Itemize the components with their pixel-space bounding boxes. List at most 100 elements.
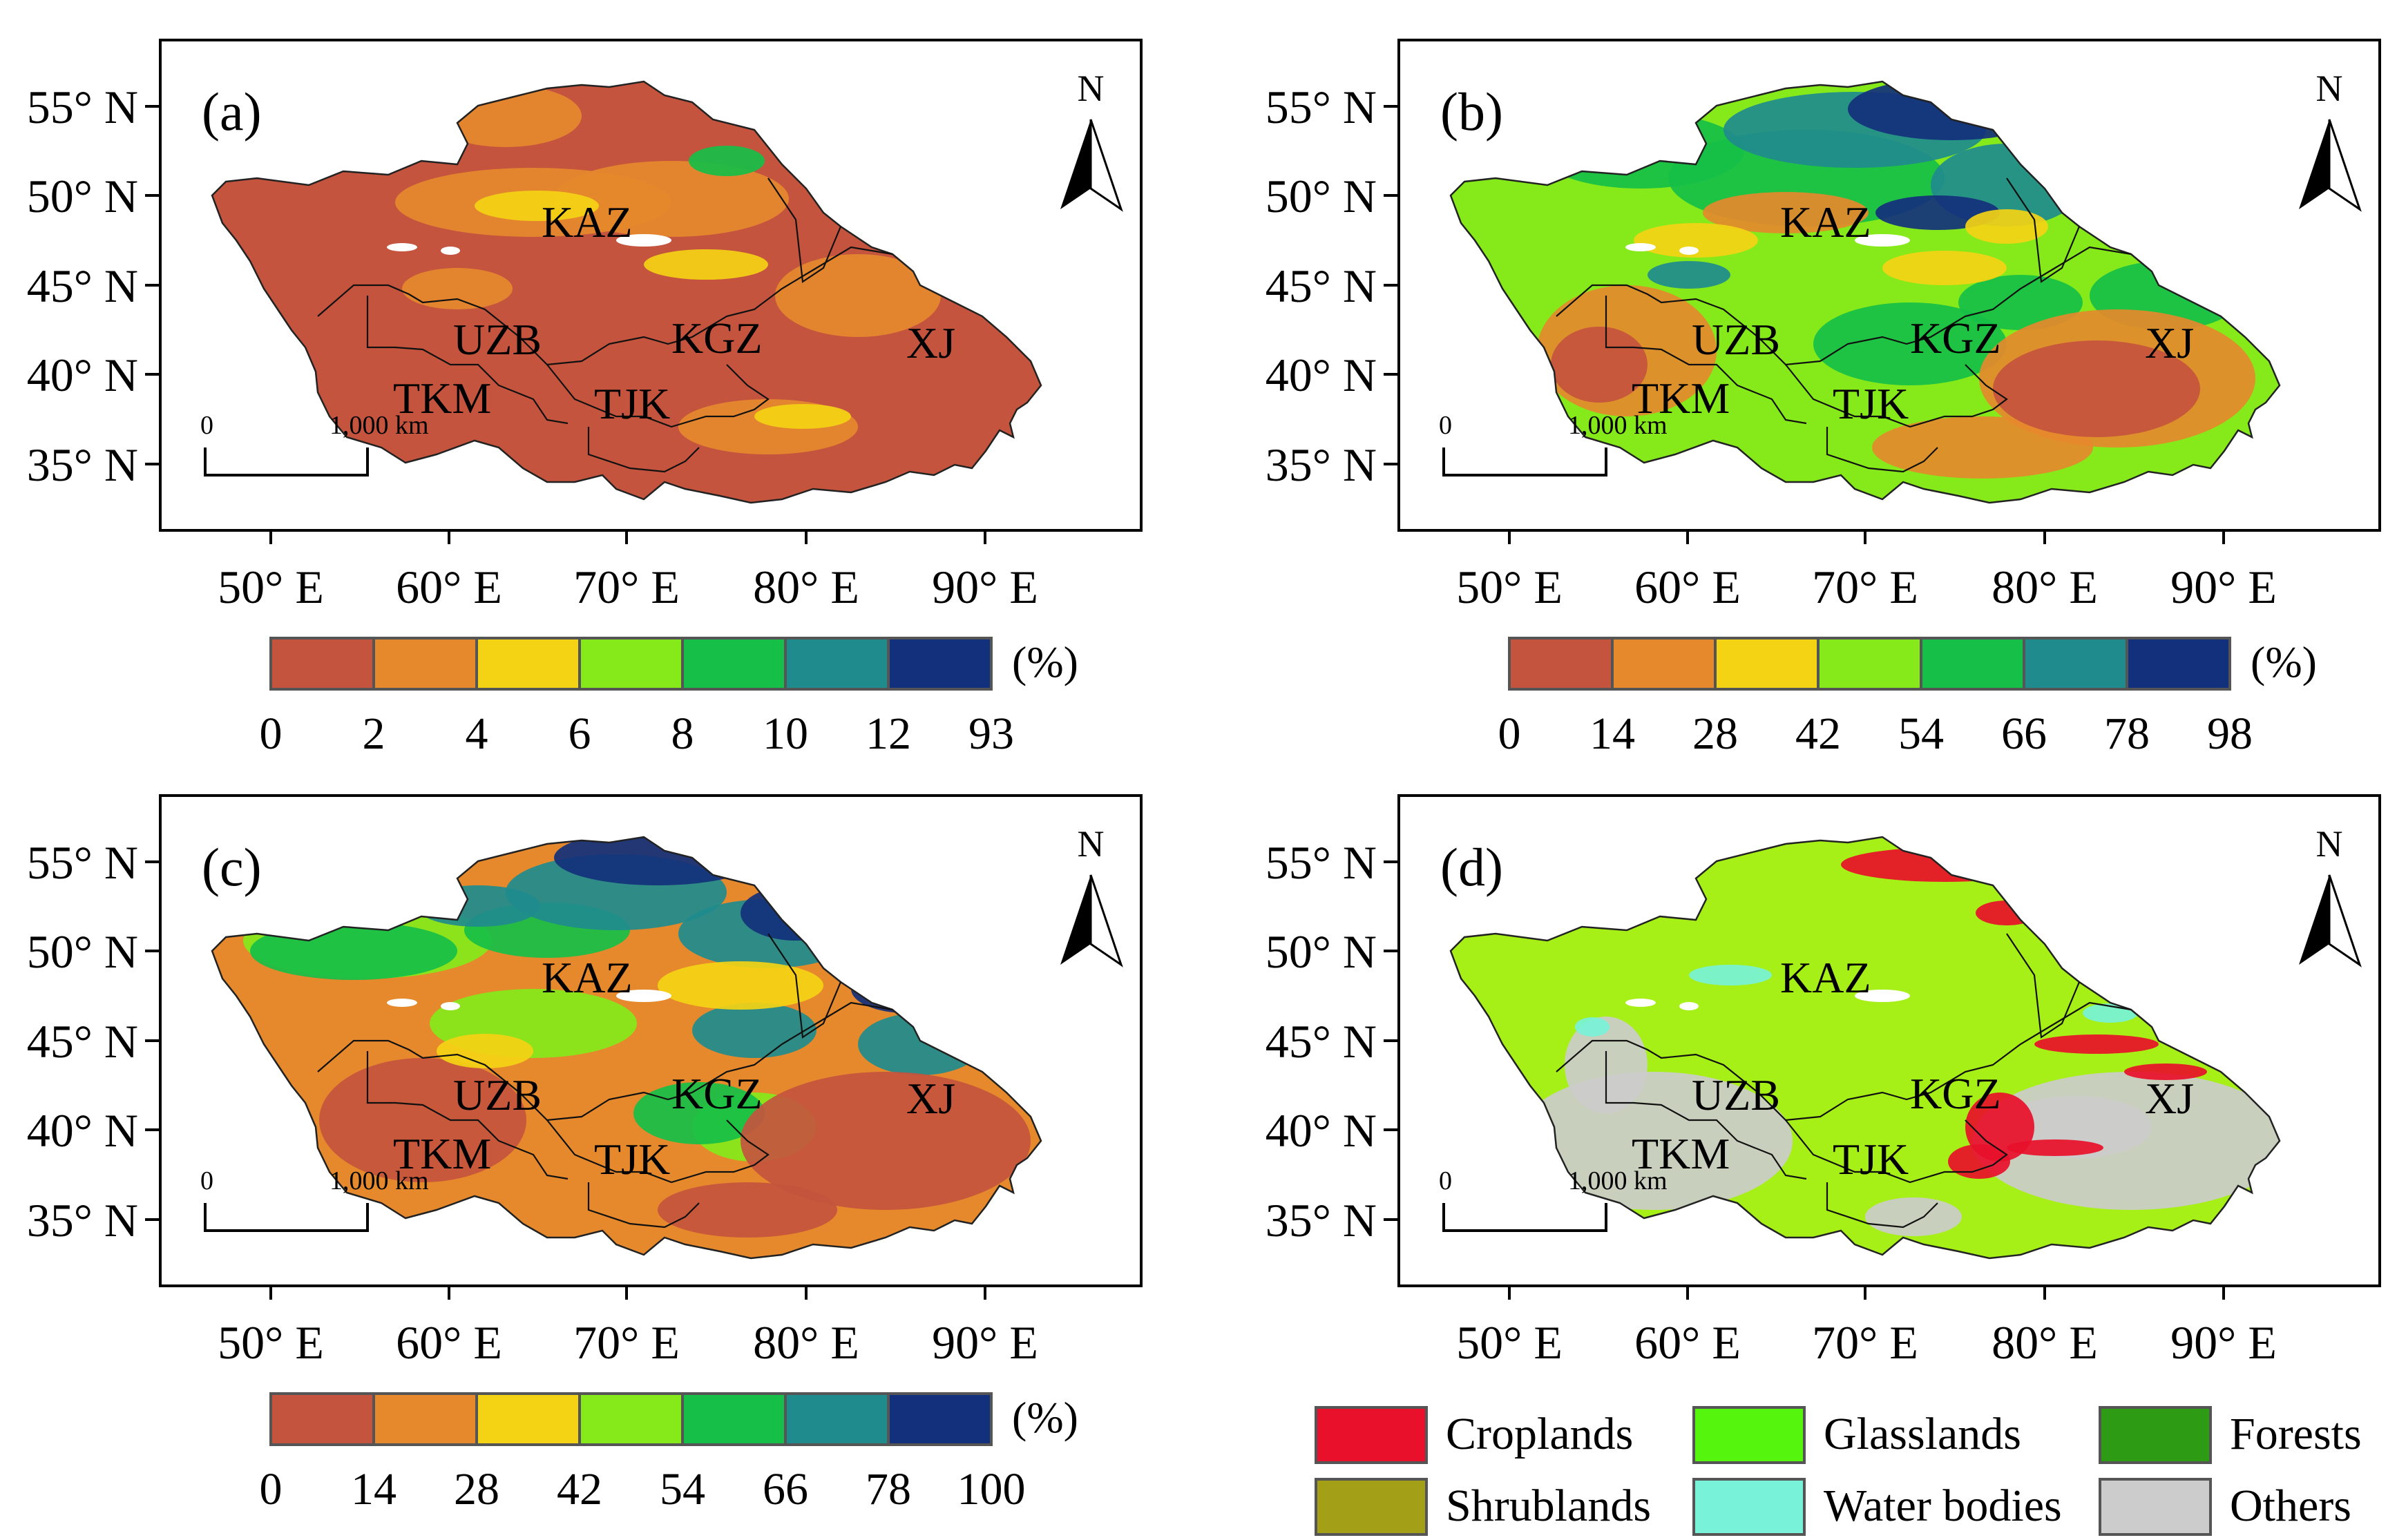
region-outline: [1449, 80, 2281, 504]
ramp-tick-label: 54: [660, 1464, 705, 1514]
country-label-kaz: KAZ: [542, 198, 633, 247]
region-fill: [1451, 81, 2280, 503]
country-label-kaz: KAZ: [1780, 198, 1871, 247]
country-border: [366, 1051, 569, 1180]
region-patch: [858, 1013, 982, 1075]
lat-label: 35° N: [1266, 1194, 1377, 1247]
lat-label: 35° N: [27, 439, 138, 491]
landcover-swatch: [1315, 1406, 1428, 1464]
lon-label: 80° E: [753, 1316, 859, 1369]
north-arrow-label: N: [1078, 68, 1105, 109]
north-arrow-icon: [2299, 875, 2329, 965]
country-border: [1556, 1001, 2132, 1122]
country-label-kaz: KAZ: [542, 953, 633, 1002]
lon-label: 70° E: [573, 1316, 680, 1369]
ramp-swatch: [578, 1392, 684, 1446]
region-patch: [658, 1182, 837, 1238]
no-data-patch: [441, 247, 460, 255]
ramp-tick-label: 0: [260, 1464, 283, 1514]
region-patch: [692, 1003, 816, 1058]
country-label-xj: XJ: [906, 318, 955, 367]
region-patch: [633, 1082, 765, 1144]
ramp-tick-label: 4: [466, 709, 488, 759]
no-data-patch: [1625, 243, 1656, 251]
ramp-swatch: [681, 1392, 787, 1446]
country-label-kgz: KGZ: [671, 314, 763, 363]
scale-bar: [204, 1203, 369, 1232]
country-border: [1605, 1051, 1807, 1180]
scale-start: 0: [1439, 411, 1452, 440]
country-border: [1605, 296, 1807, 425]
no-data-patch: [387, 999, 417, 1007]
no-data-patch: [1855, 990, 1910, 1002]
country-label-tkm: TKM: [1632, 1129, 1730, 1178]
no-data-patch: [844, 144, 858, 171]
region-patch: [1993, 340, 2200, 437]
ramp-tick-label: 78: [2104, 709, 2150, 759]
landcover-label: Water bodies: [1824, 1481, 2062, 1531]
region-patch: [1841, 847, 2048, 882]
panel-label: (d): [1440, 837, 1503, 897]
region-patch: [1848, 81, 2055, 140]
ramp-swatch: [1611, 637, 1717, 691]
north-arrow-label: N: [2316, 823, 2343, 865]
ramp-swatch: [784, 637, 890, 691]
scale-bar: [1442, 1203, 1607, 1232]
landcover-label: Glasslands: [1824, 1409, 2021, 1459]
panel-label: (b): [1440, 81, 1503, 142]
country-border: [587, 1182, 700, 1229]
ramp-swatch: [1817, 637, 1922, 691]
country-label-tjk: TJK: [594, 379, 670, 428]
no-data-patch: [2083, 144, 2097, 171]
map-panel-d: (d) KAZ UZB KGZ TKM TJK XJ N 0 1,000 km 55° N 50° N…: [1266, 794, 2381, 1369]
country-border: [1556, 246, 2132, 366]
ramp-tick-label: 28: [454, 1464, 499, 1514]
country-border: [546, 364, 770, 428]
country-label-kgz: KGZ: [671, 1069, 763, 1118]
region-patch: [741, 885, 851, 941]
ramp-unit: (%): [1012, 637, 1078, 686]
region-patch: [658, 961, 823, 1010]
ramp-tick-label: 66: [763, 1464, 808, 1514]
country-label-tjk: TJK: [1833, 1135, 1909, 1184]
ramp-swatch: [887, 637, 993, 691]
region-patch: [1575, 1017, 1610, 1037]
lon-label: 70° E: [573, 561, 680, 613]
ramp-swatch: [1920, 637, 2025, 691]
ramp-tick-label: 6: [569, 709, 591, 759]
lon-label: 60° E: [396, 561, 502, 613]
scale-start: 0: [1439, 1166, 1452, 1195]
north-arrow-label: N: [1078, 823, 1105, 865]
country-label-uzb: UZB: [453, 315, 542, 364]
no-data-patch: [387, 243, 417, 251]
country-border: [1785, 364, 2008, 428]
region-patch: [830, 193, 927, 232]
ramp-swatch: [475, 637, 581, 691]
lat-label: 40° N: [27, 1104, 138, 1157]
ramp-tick-label: 93: [968, 709, 1014, 759]
north-arrow-icon: [2328, 119, 2362, 212]
country-border: [317, 1001, 893, 1122]
ramp-tick-label: 14: [351, 1464, 397, 1514]
no-data-patch: [771, 127, 793, 139]
region-patch: [416, 885, 540, 927]
country-label-tkm: TKM: [1632, 374, 1730, 423]
north-arrow-icon: [1089, 119, 1123, 212]
ramp-tick-label: 28: [1692, 709, 1738, 759]
lon-label: 90° E: [932, 561, 1038, 613]
lon-label: 80° E: [753, 561, 859, 613]
country-label-xj: XJ: [906, 1074, 955, 1123]
region-patch: [741, 1072, 1031, 1210]
region-patch: [1703, 192, 1869, 233]
landcover-label: Forests: [2230, 1409, 2362, 1459]
lon-label: 60° E: [1634, 561, 1741, 613]
landcover-label: Shrublands: [1446, 1481, 1651, 1531]
lat-label: 40° N: [27, 349, 138, 401]
north-arrow-icon: [1060, 875, 1091, 965]
region-patch: [1948, 1144, 2010, 1179]
ramp-tick-label: 10: [763, 709, 808, 759]
ramp-swatch: [2023, 637, 2128, 691]
lat-label: 45° N: [1266, 260, 1377, 312]
no-data-patch: [1679, 1002, 1699, 1010]
country-label-uzb: UZB: [1692, 315, 1780, 364]
